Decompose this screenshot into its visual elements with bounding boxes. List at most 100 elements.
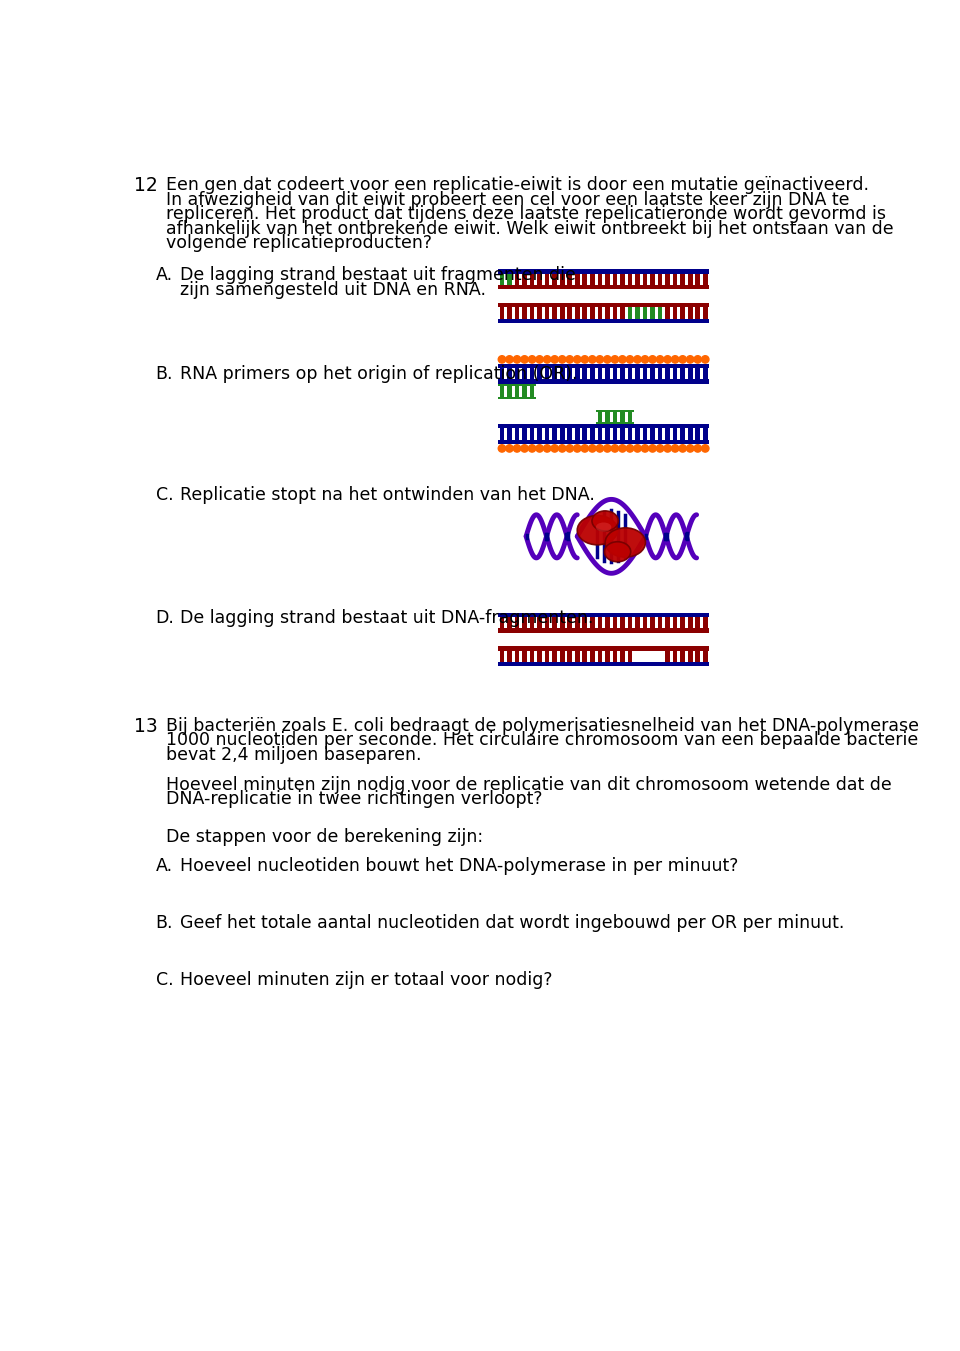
Circle shape: [588, 355, 596, 363]
FancyBboxPatch shape: [688, 651, 692, 662]
Circle shape: [679, 444, 686, 453]
FancyBboxPatch shape: [628, 617, 633, 628]
Circle shape: [686, 444, 694, 453]
Circle shape: [573, 355, 581, 363]
FancyBboxPatch shape: [538, 651, 542, 662]
FancyBboxPatch shape: [552, 273, 557, 285]
FancyBboxPatch shape: [681, 428, 685, 439]
FancyBboxPatch shape: [507, 651, 512, 662]
FancyBboxPatch shape: [545, 308, 549, 319]
FancyBboxPatch shape: [605, 428, 610, 439]
FancyBboxPatch shape: [522, 273, 527, 285]
FancyBboxPatch shape: [612, 428, 617, 439]
Circle shape: [514, 355, 520, 363]
FancyBboxPatch shape: [681, 651, 685, 662]
FancyBboxPatch shape: [642, 308, 647, 319]
FancyBboxPatch shape: [665, 651, 670, 662]
FancyBboxPatch shape: [703, 273, 708, 285]
Circle shape: [536, 355, 543, 363]
Circle shape: [702, 444, 708, 453]
FancyBboxPatch shape: [498, 384, 536, 386]
FancyBboxPatch shape: [597, 308, 602, 319]
FancyBboxPatch shape: [628, 412, 633, 422]
FancyBboxPatch shape: [673, 651, 678, 662]
FancyBboxPatch shape: [499, 308, 504, 319]
FancyBboxPatch shape: [695, 651, 700, 662]
FancyBboxPatch shape: [499, 386, 504, 397]
Text: De lagging strand bestaat uit fragmenten die: De lagging strand bestaat uit fragmenten…: [180, 266, 576, 284]
FancyBboxPatch shape: [560, 428, 564, 439]
FancyBboxPatch shape: [583, 308, 588, 319]
FancyBboxPatch shape: [515, 428, 519, 439]
FancyBboxPatch shape: [620, 651, 625, 662]
FancyBboxPatch shape: [530, 308, 535, 319]
Text: 1000 nucleotiden per seconde. Het circulaire chromosoom van een bepaalde bacteri: 1000 nucleotiden per seconde. Het circul…: [166, 731, 919, 750]
FancyBboxPatch shape: [575, 428, 580, 439]
FancyBboxPatch shape: [560, 308, 564, 319]
FancyBboxPatch shape: [703, 651, 708, 662]
FancyBboxPatch shape: [636, 617, 639, 628]
FancyBboxPatch shape: [597, 617, 602, 628]
FancyBboxPatch shape: [498, 662, 709, 666]
FancyBboxPatch shape: [620, 428, 625, 439]
FancyBboxPatch shape: [688, 308, 692, 319]
FancyBboxPatch shape: [522, 308, 527, 319]
FancyBboxPatch shape: [688, 428, 692, 439]
Text: Hoeveel minuten zijn nodig voor de replicatie van dit chromosoom wetende dat de: Hoeveel minuten zijn nodig voor de repli…: [166, 775, 892, 794]
FancyBboxPatch shape: [498, 363, 709, 369]
FancyBboxPatch shape: [499, 369, 504, 380]
Text: C.: C.: [156, 970, 173, 989]
FancyBboxPatch shape: [507, 386, 512, 397]
FancyBboxPatch shape: [567, 369, 572, 380]
FancyBboxPatch shape: [498, 303, 709, 308]
FancyBboxPatch shape: [605, 617, 610, 628]
Ellipse shape: [605, 542, 631, 562]
FancyBboxPatch shape: [552, 428, 557, 439]
Circle shape: [528, 355, 536, 363]
FancyBboxPatch shape: [507, 369, 512, 380]
FancyBboxPatch shape: [538, 369, 542, 380]
FancyBboxPatch shape: [530, 386, 535, 397]
Circle shape: [679, 355, 686, 363]
Circle shape: [604, 444, 612, 453]
Circle shape: [581, 444, 588, 453]
FancyBboxPatch shape: [650, 308, 655, 319]
FancyBboxPatch shape: [597, 369, 602, 380]
Text: Geef het totale aantal nucleotiden dat wordt ingebouwd per OR per minuut.: Geef het totale aantal nucleotiden dat w…: [180, 913, 845, 932]
FancyBboxPatch shape: [583, 617, 588, 628]
Ellipse shape: [605, 528, 645, 557]
FancyBboxPatch shape: [552, 369, 557, 380]
Circle shape: [498, 444, 506, 453]
Circle shape: [649, 355, 657, 363]
Ellipse shape: [577, 516, 617, 544]
FancyBboxPatch shape: [636, 369, 639, 380]
Text: A.: A.: [156, 857, 173, 874]
FancyBboxPatch shape: [695, 428, 700, 439]
FancyBboxPatch shape: [688, 369, 692, 380]
FancyBboxPatch shape: [498, 380, 709, 384]
Circle shape: [566, 444, 573, 453]
FancyBboxPatch shape: [538, 308, 542, 319]
Circle shape: [528, 444, 536, 453]
Text: Hoeveel minuten zijn er totaal voor nodig?: Hoeveel minuten zijn er totaal voor nodi…: [180, 970, 553, 989]
Circle shape: [634, 444, 641, 453]
Text: In afwezigheid van dit eiwit probeert een cel voor een laatste keer zijn DNA te: In afwezigheid van dit eiwit probeert ee…: [166, 190, 850, 208]
Circle shape: [657, 444, 663, 453]
FancyBboxPatch shape: [605, 369, 610, 380]
FancyBboxPatch shape: [590, 617, 594, 628]
Text: B.: B.: [156, 365, 173, 384]
Circle shape: [686, 355, 694, 363]
FancyBboxPatch shape: [567, 308, 572, 319]
Circle shape: [641, 355, 649, 363]
FancyBboxPatch shape: [688, 273, 692, 285]
FancyBboxPatch shape: [515, 386, 519, 397]
FancyBboxPatch shape: [538, 273, 542, 285]
Circle shape: [612, 355, 618, 363]
FancyBboxPatch shape: [545, 273, 549, 285]
FancyBboxPatch shape: [560, 273, 564, 285]
Circle shape: [694, 355, 702, 363]
Circle shape: [618, 355, 626, 363]
FancyBboxPatch shape: [499, 617, 504, 628]
FancyBboxPatch shape: [567, 428, 572, 439]
FancyBboxPatch shape: [703, 617, 708, 628]
